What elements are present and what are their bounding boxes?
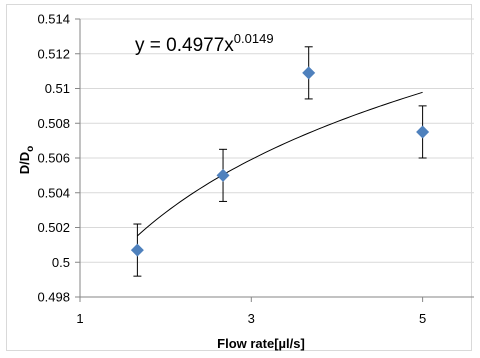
x-tick-label: 1: [76, 311, 83, 326]
y-tick-label: 0.502: [37, 220, 70, 235]
y-tick-label: 0.512: [37, 46, 70, 61]
gridlines: [80, 18, 474, 263]
y-tick-labels: 0.498 0.5 0.502 0.504 0.506 0.508 0.51 0.512 0.5…: [37, 12, 70, 305]
x-tick-label: 3: [248, 311, 255, 326]
y-tick-label: 0.514: [37, 12, 70, 27]
trendline-group: [137, 91, 423, 237]
data-point: [216, 168, 230, 182]
equation-main: y = 0.4977x: [135, 35, 234, 56]
y-axis-title: D/Do: [17, 146, 36, 175]
y-tick-label: 0.506: [37, 151, 70, 166]
trendline-equation: y = 0.4977x0.0149: [135, 31, 274, 56]
x-axis-title: Flow rate[µl/s]: [217, 336, 305, 351]
trendline: [137, 91, 423, 237]
axes: [75, 18, 474, 302]
data-point: [416, 125, 430, 139]
y-tick-label: 0.5: [52, 255, 70, 270]
y-tick-label: 0.508: [37, 116, 70, 131]
data-point: [130, 243, 144, 257]
y-tick-label: 0.498: [37, 290, 70, 305]
y-axis-title-subscript: o: [25, 146, 36, 152]
chart-frame: [6, 4, 472, 351]
data-points: [130, 66, 430, 257]
data-point: [302, 66, 316, 80]
equation-exponent: 0.0149: [234, 31, 274, 46]
x-tick-label: 5: [419, 311, 426, 326]
x-tick-labels: 1 3 5: [76, 311, 426, 326]
y-axis-title-main: D/D: [17, 152, 32, 174]
y-tick-label: 0.504: [37, 185, 70, 200]
error-bars: [133, 46, 427, 277]
y-tick-label: 0.51: [45, 81, 70, 96]
